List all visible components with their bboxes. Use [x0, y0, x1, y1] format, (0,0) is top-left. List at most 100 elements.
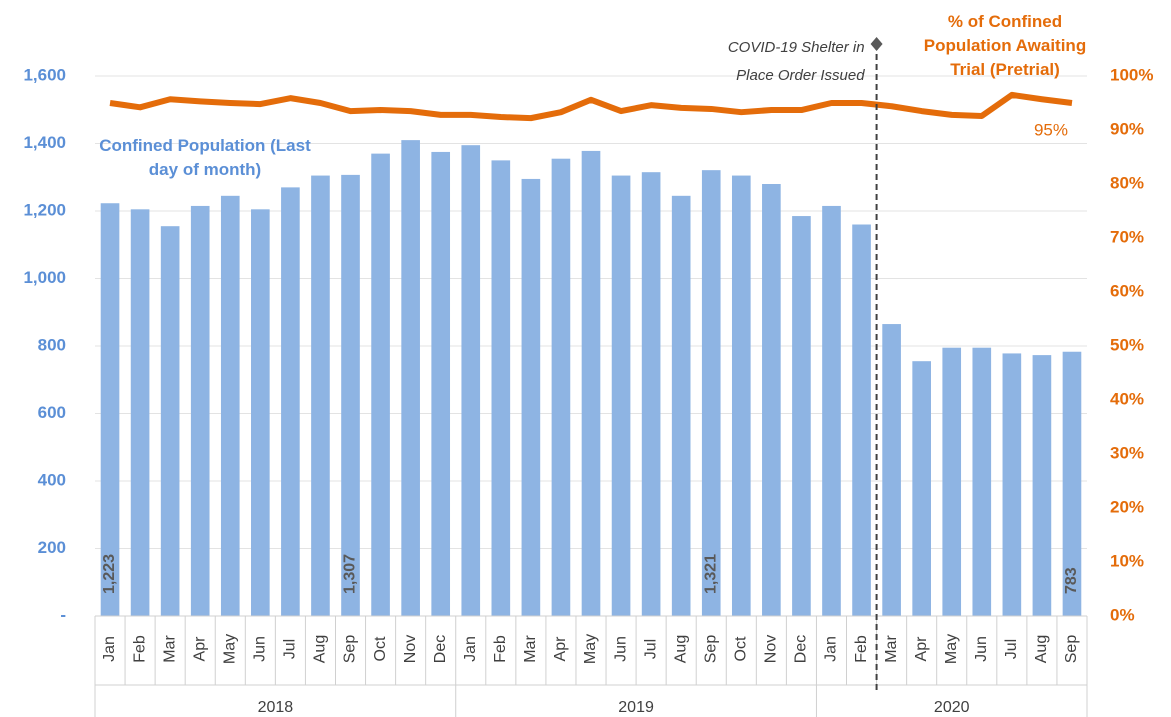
annotation-marker	[870, 37, 883, 51]
y2-tick-label: 100%	[1110, 65, 1153, 84]
y2-tick-label: 30%	[1110, 443, 1144, 462]
bar	[100, 203, 120, 617]
x-tick-label: Oct	[372, 636, 389, 661]
bar	[341, 174, 360, 616]
line	[109, 91, 1073, 122]
y2-tick-label: 70%	[1110, 227, 1144, 246]
bar-value-label: 1,223	[101, 554, 118, 594]
x-tick-label: Mar	[522, 635, 539, 663]
x-tick-label: Feb	[492, 635, 509, 663]
x-tick-label: Sep	[342, 635, 359, 664]
x-group-label: 2018	[258, 699, 294, 716]
series-label: Confined Population (Last day of month)	[99, 136, 311, 179]
bar	[281, 187, 300, 616]
x-tick-label: Mar	[883, 635, 900, 663]
y-tick-label: -	[60, 605, 66, 624]
y2-title: % of Confined Population Awaiting Trial …	[923, 12, 1087, 79]
x-group-label: 2020	[934, 699, 970, 716]
bar	[581, 150, 601, 617]
bar	[311, 175, 330, 616]
bar-value-label: 783	[1063, 567, 1080, 594]
x-tick-label: Nov	[402, 635, 419, 663]
bar	[822, 205, 841, 616]
bar	[431, 151, 451, 616]
bar	[792, 216, 811, 616]
y-tick-label: 200	[38, 538, 66, 557]
annotation: COVID-19 Shelter in	[728, 39, 865, 56]
y-tick-label: 1,200	[23, 200, 66, 219]
bar	[491, 160, 511, 616]
bar	[160, 226, 180, 616]
x-tick-label: Aug	[1033, 635, 1050, 663]
bar	[130, 209, 150, 616]
bar	[220, 195, 240, 616]
bar	[371, 153, 390, 616]
bar	[190, 205, 210, 616]
y2-tick-label: 50%	[1110, 335, 1144, 354]
bar	[551, 158, 571, 616]
bar	[251, 209, 270, 616]
bar	[611, 175, 631, 616]
bar	[731, 175, 751, 616]
bar-value-label: 1,321	[702, 554, 719, 594]
x-tick-label: Jul	[642, 639, 659, 659]
x-tick-label: Mar	[161, 635, 178, 663]
x-tick-label: Aug	[672, 635, 689, 663]
y2-tick-label: 80%	[1110, 173, 1144, 192]
y2-tick-label: 60%	[1110, 281, 1144, 300]
x-tick-label: Feb	[853, 635, 870, 663]
x-tick-label: May	[221, 634, 238, 664]
y-tick-label: 1,000	[23, 268, 66, 287]
y2-tick-label: 10%	[1110, 551, 1144, 570]
x-tick-label: Jul	[282, 639, 299, 659]
x-tick-label: Dec	[432, 635, 449, 663]
x-tick-label: Apr	[913, 636, 930, 662]
bar	[701, 170, 721, 616]
bar	[762, 184, 781, 616]
x-tick-label: May	[943, 634, 960, 664]
y-tick-label: 400	[38, 470, 66, 489]
y-tick-label: 1,400	[23, 133, 66, 152]
bar	[1032, 355, 1052, 616]
y2-tick-label: 20%	[1110, 497, 1144, 516]
y-tick-label: 800	[38, 335, 66, 354]
x-tick-label: Jun	[612, 636, 629, 662]
x-tick-label: Jan	[462, 636, 479, 662]
x-tick-label: Jan	[823, 636, 840, 662]
x-group-label: 2019	[618, 699, 654, 716]
bar	[882, 324, 901, 616]
bar	[942, 347, 962, 616]
x-tick-label: Dec	[793, 635, 810, 663]
y2-tick-label: 40%	[1110, 389, 1144, 408]
y2-tick-label: 0%	[1110, 605, 1135, 624]
x-tick-label: Jun	[973, 636, 990, 662]
x-tick-label: Oct	[733, 636, 750, 661]
x-tick-label: Sep	[702, 635, 719, 664]
bar	[461, 145, 481, 616]
y-tick-label: 1,600	[23, 65, 66, 84]
bar	[401, 140, 420, 616]
bar	[1002, 353, 1022, 616]
y-tick-label: 600	[38, 403, 66, 422]
line-value-label: 95%	[1034, 120, 1068, 139]
x-tick-label: Apr	[552, 636, 569, 662]
bar	[972, 347, 992, 616]
bar-value-label: 1,307	[342, 554, 359, 594]
x-tick-label: Apr	[191, 636, 208, 662]
bar	[671, 195, 691, 616]
annotation: Place Order Issued	[736, 67, 865, 84]
x-tick-label: Sep	[1063, 635, 1080, 664]
x-tick-label: May	[582, 634, 599, 664]
bar	[1062, 351, 1082, 616]
x-tick-label: Jul	[1003, 639, 1020, 659]
x-tick-label: Nov	[763, 635, 780, 663]
y2-tick-label: 90%	[1110, 119, 1144, 138]
x-tick-label: Aug	[312, 635, 329, 663]
bar	[912, 361, 931, 616]
x-tick-label: Feb	[131, 635, 148, 663]
x-tick-label: Jun	[252, 636, 269, 662]
x-tick-label: Jan	[101, 636, 118, 662]
bar	[641, 172, 661, 616]
